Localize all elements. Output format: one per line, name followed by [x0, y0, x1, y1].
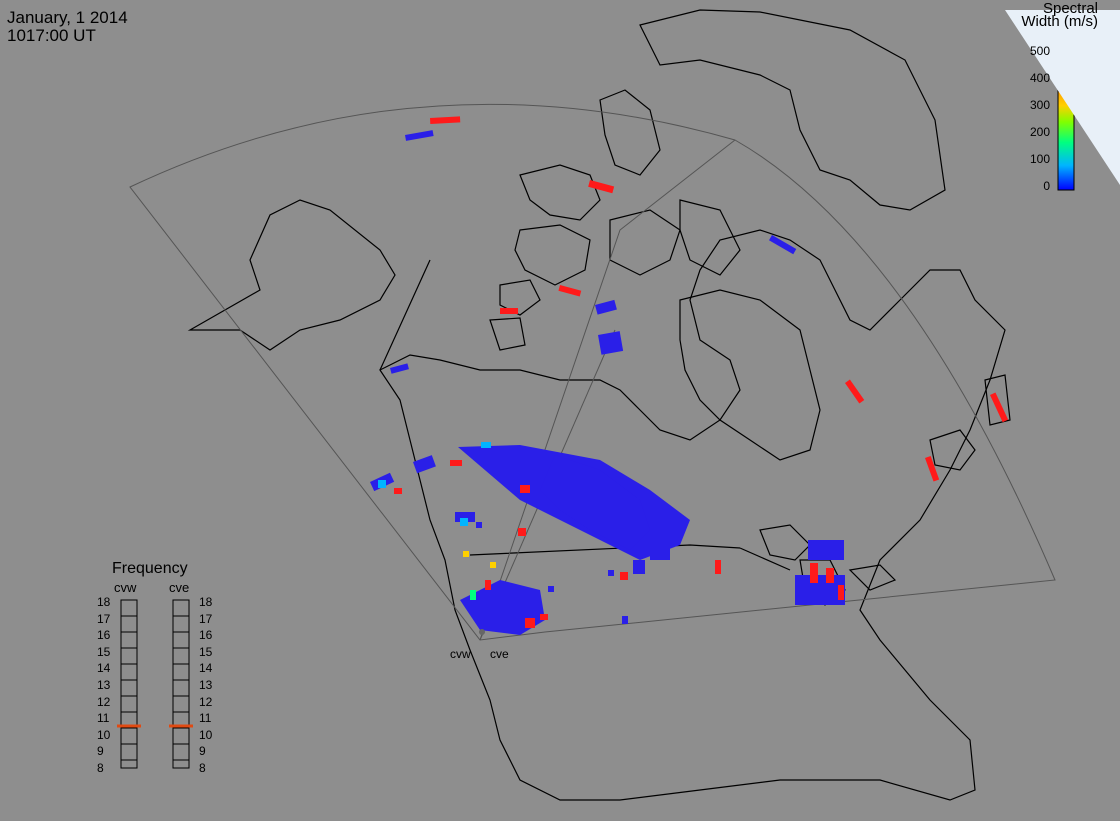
frequency-title: Frequency [112, 560, 188, 577]
colorbar-title-line2: Width (m/s) [1021, 13, 1098, 30]
frequency-tick-left: 10 [97, 727, 111, 742]
frequency-tick-left: 16 [97, 628, 111, 643]
frequency-radar-label-cve: cve [169, 580, 190, 595]
frequency-tick-right: 10 [199, 727, 213, 742]
frequency-radar-label-cvw: cvw [114, 580, 137, 595]
frequency-tick-right: 17 [199, 611, 213, 626]
colorbar-tick: 400 [1029, 71, 1050, 85]
colorbar-tick: 500 [1029, 44, 1050, 58]
frequency-tick-left: 17 [97, 611, 111, 626]
radar-site-label-cvw: cvw [450, 647, 471, 661]
frequency-tick-left: 13 [97, 678, 111, 692]
day-night-region [1005, 10, 1120, 185]
radar-site-markers [479, 629, 485, 635]
frequency-tick-right: 18 [199, 595, 213, 609]
echo-blocks [370, 116, 1009, 635]
frequency-tick-left: 12 [97, 694, 111, 709]
colorbar-tick: 300 [1029, 98, 1050, 112]
frequency-tick-left: 14 [97, 661, 111, 676]
date-label: January, 1 2014 [7, 8, 128, 27]
colorbar-tick: 0 [1043, 179, 1050, 193]
frequency-tick-right: 8 [199, 761, 206, 775]
frequency-tick-left: 8 [97, 761, 104, 775]
frequency-tick-right: 12 [199, 694, 213, 709]
frequency-boxes [120, 599, 190, 769]
colorbar-tick: 100 [1029, 152, 1050, 166]
frequency-tick-left: 15 [97, 644, 111, 659]
frequency-tick-right: 13 [199, 678, 213, 692]
colorbar-tick: 200 [1029, 125, 1050, 139]
frequency-tick-right: 9 [199, 744, 206, 759]
frequency-tick-right: 14 [199, 661, 213, 676]
frequency-tick-left: 11 [97, 711, 110, 726]
colorbar-title-line1: Spectral [1042, 0, 1098, 17]
frequency-tick-right: 11 [199, 711, 212, 726]
frequency-tick-left: 9 [97, 744, 104, 759]
frequency-tick-left: 18 [97, 595, 111, 609]
coastlines [187, 9, 1011, 801]
time-label: 1017:00 UT [7, 26, 96, 45]
radar-site-label-cve: cve [490, 647, 509, 661]
frequency-tick-right: 15 [199, 644, 213, 659]
frequency-tick-right: 16 [199, 628, 213, 643]
